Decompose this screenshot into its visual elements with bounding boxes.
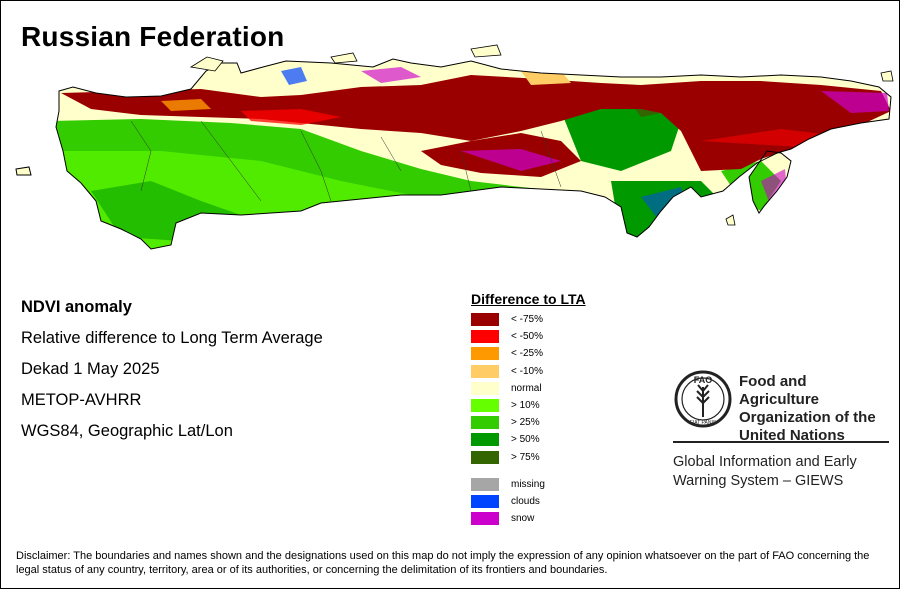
system-name-line: Warning System – GIEWS xyxy=(673,473,844,489)
org-name-line: United Nations xyxy=(739,427,845,444)
legend-swatch xyxy=(471,450,499,464)
legend-item: snow xyxy=(471,512,586,529)
projection-label: WGS84, Geographic Lat/Lon xyxy=(21,422,233,440)
period-label: Dekad 1 May 2025 xyxy=(21,360,160,378)
map-info: NDVI anomaly Relative difference to Long… xyxy=(21,297,323,452)
sensor-label: METOP-AVHRR xyxy=(21,391,142,409)
legend: Difference to LTA < -75% < -50% < -25% < -1… xyxy=(471,291,586,529)
legend-swatch xyxy=(471,416,499,430)
legend-label: > 25% xyxy=(511,417,540,429)
legend-item: < -10% xyxy=(471,364,586,382)
org-name-line: Food and Agriculture xyxy=(739,373,820,408)
system-name-line: Global Information and Early xyxy=(673,454,857,470)
legend-item: > 50% xyxy=(471,433,586,450)
legend-label: normal xyxy=(511,382,542,394)
legend-label: snow xyxy=(511,513,535,525)
legend-item: < -50% xyxy=(471,330,586,347)
disclaimer: Disclaimer: The boundaries and names sho… xyxy=(16,550,870,576)
legend-label: > 10% xyxy=(511,399,540,411)
legend-label: > 75% xyxy=(511,451,540,463)
legend-label: < -10% xyxy=(511,365,543,377)
country-boundaries xyxy=(15,58,892,250)
fao-logo-icon: FAO FIAT PANIS xyxy=(674,370,732,428)
legend-swatch xyxy=(471,364,499,378)
legend-item: > 10% xyxy=(471,398,586,416)
legend-label: > 50% xyxy=(511,434,540,446)
arctic-islands xyxy=(189,44,894,226)
legend-other-classes: missing clouds snow xyxy=(471,477,586,530)
product-name: NDVI anomaly xyxy=(21,298,132,316)
product-description: Relative difference to Long Term Average xyxy=(21,329,323,347)
legend-label: < -25% xyxy=(511,348,543,360)
legend-swatch xyxy=(471,477,499,491)
legend-item: > 25% xyxy=(471,416,586,433)
legend-item: < -25% xyxy=(471,347,586,364)
legend-swatch xyxy=(471,330,499,344)
organization-name: Food and Agriculture Organization of the… xyxy=(739,373,889,445)
ndvi-anomaly-map xyxy=(15,44,894,250)
legend-swatch xyxy=(471,433,499,447)
logo-motto: FIAT PANIS xyxy=(690,420,717,426)
legend-label: < -50% xyxy=(511,331,543,343)
logo-acronym: FAO xyxy=(694,375,713,385)
legend-item: > 75% xyxy=(471,450,586,468)
org-name-line: Organization of the xyxy=(739,409,876,426)
legend-item: clouds xyxy=(471,494,586,512)
legend-swatch xyxy=(471,512,499,526)
legend-label: < -75% xyxy=(511,314,543,325)
legend-swatch xyxy=(471,494,499,508)
land-area xyxy=(16,59,891,249)
map-title: Russian Federation xyxy=(21,21,285,52)
divider xyxy=(673,441,889,443)
legend-label: missing xyxy=(511,478,545,490)
legend-label: clouds xyxy=(511,495,540,507)
legend-swatch xyxy=(471,398,499,412)
system-name: Global Information and Early Warning Sys… xyxy=(673,453,857,491)
legend-title: Difference to LTA xyxy=(471,291,586,307)
legend-swatch xyxy=(471,381,499,395)
legend-swatch xyxy=(471,347,499,361)
legend-item: normal xyxy=(471,381,586,399)
legend-item: < -75% xyxy=(471,313,586,330)
legend-classes: < -75% < -50% < -25% < -10% normal > 10% > 25%… xyxy=(471,313,586,468)
legend-item: missing xyxy=(471,477,586,495)
legend-swatch xyxy=(471,313,499,326)
